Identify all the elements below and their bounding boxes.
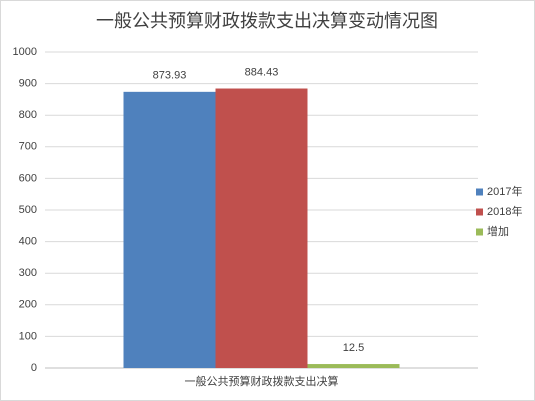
- y-tick-label: 300: [19, 267, 37, 279]
- y-tick-label: 600: [19, 172, 37, 184]
- chart-title: 一般公共预算财政拨款支出决算变动情况图: [96, 11, 438, 31]
- data-label: 12.5: [343, 342, 364, 354]
- legend-swatch: [476, 228, 483, 236]
- y-tick-label: 400: [19, 236, 37, 248]
- y-tick-label: 100: [19, 330, 37, 342]
- legend-swatch: [476, 188, 483, 196]
- bar: [123, 91, 216, 368]
- y-tick-label: 800: [19, 109, 37, 121]
- x-tick-label: 一般公共预算财政拨款支出决算: [185, 374, 339, 388]
- legend-swatch: [476, 208, 483, 216]
- y-tick-label: 0: [31, 362, 37, 374]
- legend-label: 2017年: [487, 184, 522, 198]
- y-tick-label: 200: [19, 299, 37, 311]
- legend-label: 2018年: [487, 204, 522, 218]
- y-tick-label: 900: [19, 78, 37, 90]
- data-label: 873.93: [153, 70, 187, 82]
- data-label: 884.43: [245, 66, 279, 78]
- y-tick-label: 1000: [13, 46, 37, 58]
- y-tick-label: 500: [19, 204, 37, 216]
- legend-label: 增加: [487, 224, 509, 238]
- bar: [307, 364, 400, 368]
- bar: [215, 88, 308, 369]
- y-tick-label: 700: [19, 141, 37, 153]
